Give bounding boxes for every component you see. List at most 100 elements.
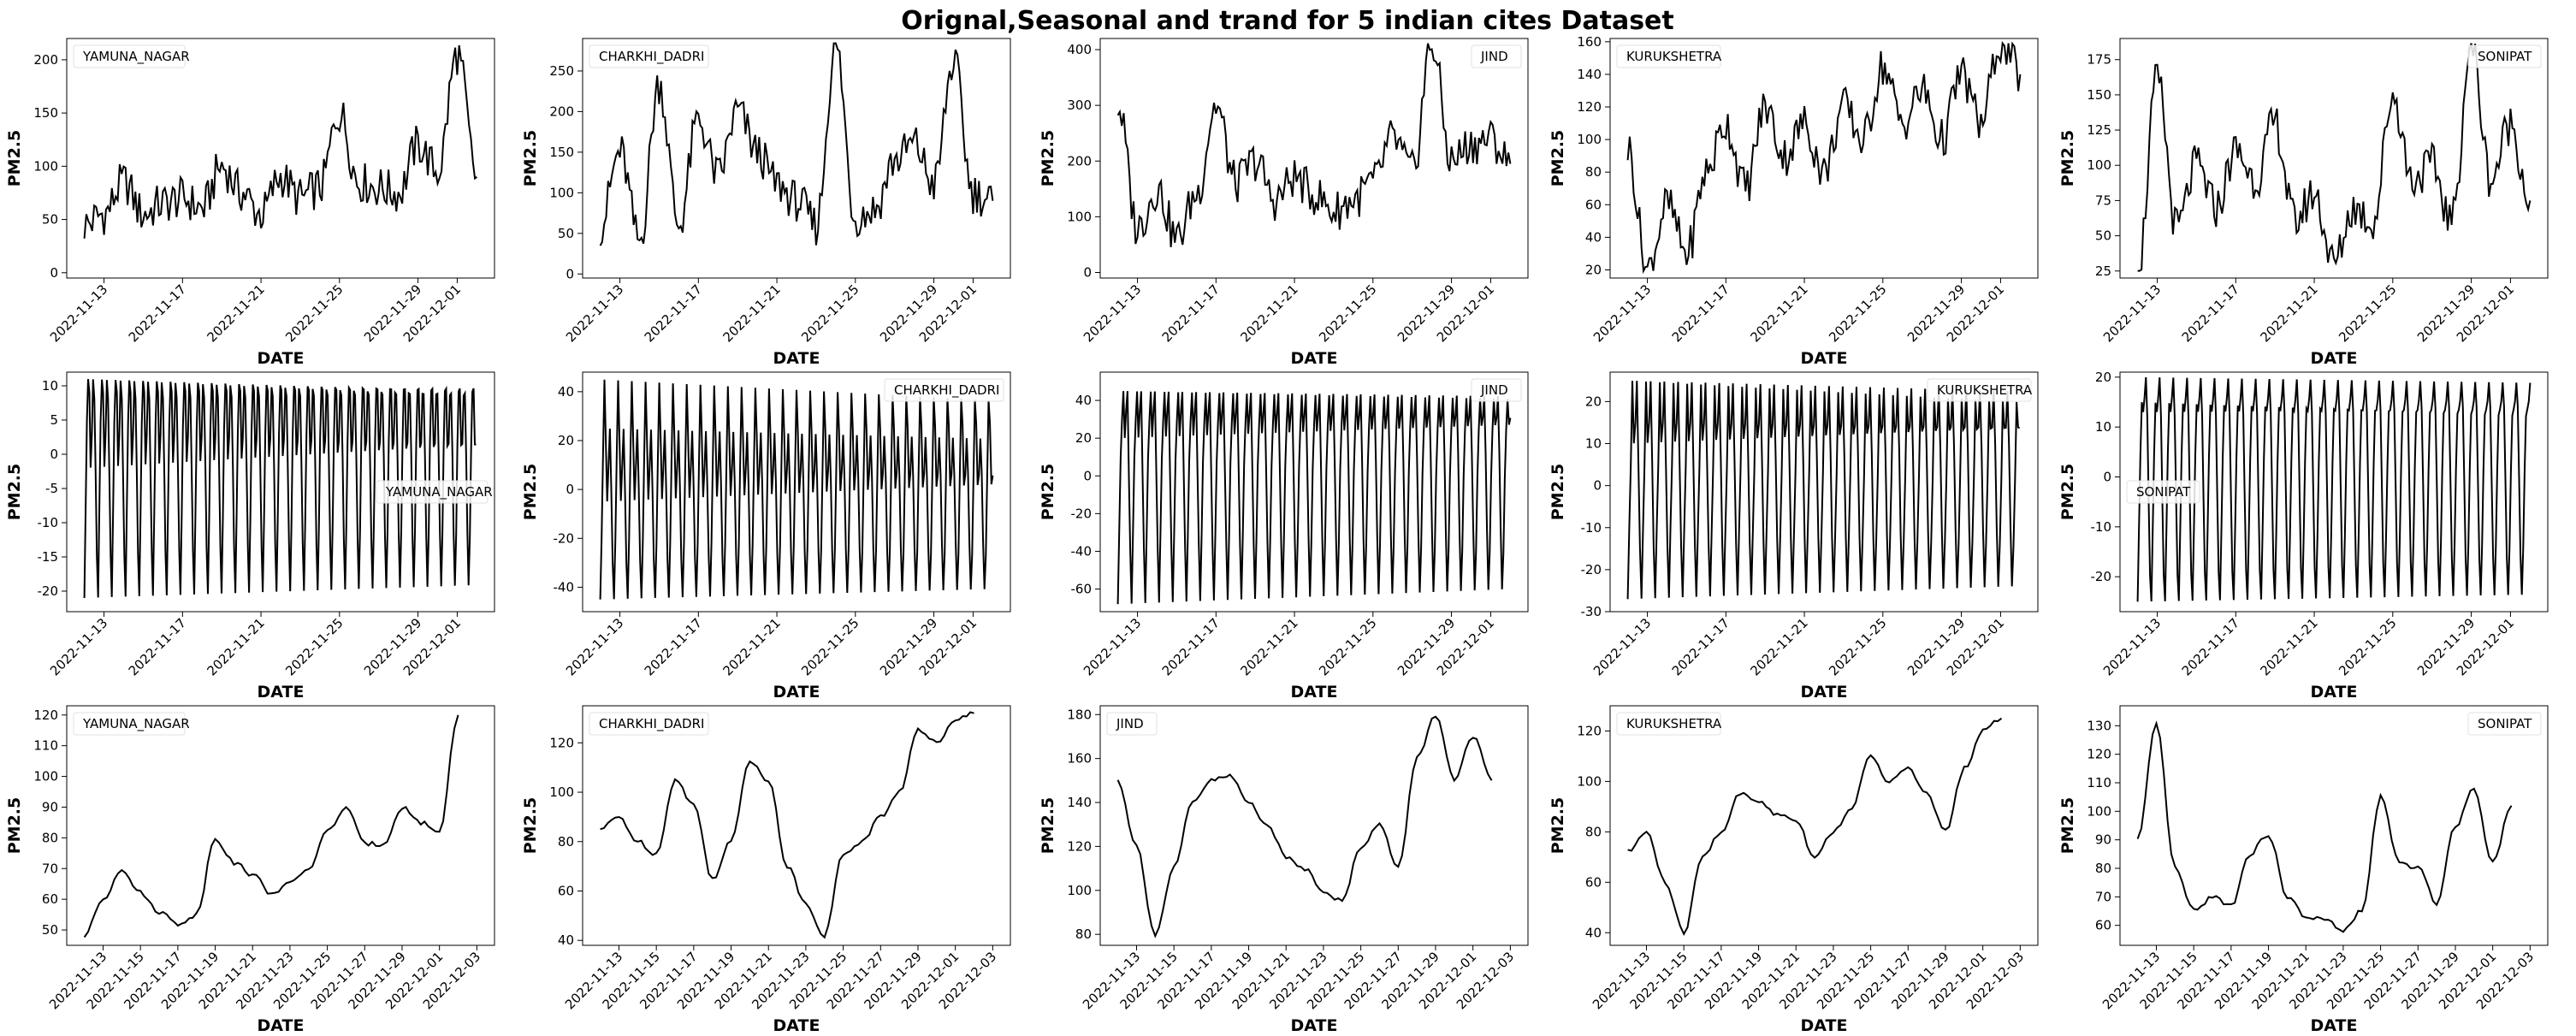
x-tick-label: 2022-11-13 (1081, 281, 1144, 345)
x-tick-label: 2022-11-13 (563, 281, 626, 345)
chart-panel-1-3: -30 -20 -10 0 10 20 2022-11-13 2022-11-17 2022-1… (1549, 371, 2039, 702)
axes-frame (1099, 705, 1529, 946)
axes-frame (66, 705, 495, 946)
axes-frame (1099, 371, 1529, 613)
x-tick-label: 2022-11-25 (282, 281, 346, 345)
legend-label: CHARKHI_DADRI (894, 382, 999, 399)
y-axis-label: PM2.5 (521, 797, 540, 855)
y-tick-label: 20 (1075, 430, 1092, 446)
chart-panel-2-0: 50607080901001101202022-11-132022-11-152… (5, 705, 495, 1035)
y-tick-label: -40 (554, 579, 575, 595)
y-tick-label: 100 (549, 185, 574, 200)
y-tick-label: 110 (2087, 775, 2111, 790)
y-axis-label: PM2.5 (5, 464, 24, 521)
y-tick-label: 120 (2087, 747, 2111, 762)
x-tick-label: 2022-11-21 (204, 615, 268, 678)
legend-box (376, 480, 489, 504)
legend-box (73, 712, 186, 736)
axes-frame (1609, 38, 2039, 279)
x-axis-label: DATE (1291, 349, 1338, 368)
y-tick-label: -20 (2091, 569, 2112, 584)
y-tick-label: 70 (42, 861, 58, 876)
x-axis-label: DATE (258, 683, 305, 702)
y-tick-label: 100 (2087, 803, 2111, 819)
x-tick-label: 2022-11-25 (2336, 281, 2399, 345)
x-tick-label: 2022-11-25 (1826, 281, 1889, 345)
series-line (83, 379, 477, 599)
x-tick-label: 2022-11-17 (2179, 281, 2242, 345)
y-tick-label: 80 (558, 834, 574, 850)
y-tick-label: 160 (1067, 751, 1092, 767)
x-axis-label: DATE (1801, 349, 1848, 368)
y-tick-label: 140 (1577, 67, 1602, 82)
y-axis-label: PM2.5 (521, 464, 540, 521)
x-tick-label: 2022-11-17 (126, 281, 189, 345)
legend-label: YAMUNA_NAGAR (82, 49, 190, 65)
x-tick-label: 2022-11-25 (282, 615, 346, 678)
x-tick-label: 2022-11-21 (1748, 615, 1811, 678)
x-tick-label: 2022-11-17 (2179, 615, 2242, 678)
y-tick-label: -40 (1071, 543, 1093, 559)
x-axis-label: DATE (1801, 1016, 1848, 1035)
series-line (600, 711, 974, 939)
x-tick-label: 2022-11-13 (47, 615, 110, 678)
x-tick-label: 2022-11-13 (2100, 281, 2164, 345)
legend-label: KURUKSHETRA (1937, 382, 2033, 398)
x-tick-label: 2022-11-21 (1748, 281, 1811, 345)
legend-label: YAMUNA_NAGAR (82, 716, 190, 732)
y-tick-label: 40 (1585, 925, 1602, 940)
y-tick-label: 400 (1067, 42, 1092, 57)
x-axis-label: DATE (2311, 349, 2358, 368)
axes-frame (1099, 38, 1529, 279)
y-axis-label: PM2.5 (1549, 130, 1567, 187)
y-tick-label: 40 (1075, 393, 1092, 408)
y-tick-label: 150 (33, 105, 58, 121)
y-tick-label: 20 (1585, 262, 1602, 277)
y-tick-label: 120 (1067, 838, 1092, 854)
chart-panel-2-3: 4060801001202022-11-132022-11-152022-11-… (1549, 705, 2039, 1035)
y-tick-label: 250 (549, 63, 574, 79)
y-tick-label: 0 (1083, 468, 1092, 483)
y-tick-label: 200 (1067, 153, 1092, 169)
x-tick-label: 2022-11-17 (1159, 281, 1223, 345)
legend-label: KURUKSHETRA (1626, 49, 1722, 64)
x-axis-label: DATE (258, 349, 305, 368)
y-tick-label: 90 (2095, 832, 2111, 848)
y-tick-label: 200 (549, 104, 574, 119)
x-tick-label: 2022-11-17 (1159, 615, 1223, 678)
y-axis-label: PM2.5 (1549, 797, 1567, 855)
series-line (83, 714, 459, 938)
y-tick-label: 100 (33, 769, 58, 784)
legend-label: SONIPAT (2478, 716, 2532, 731)
x-tick-label: 2022-11-25 (2336, 615, 2399, 678)
legend-box (589, 44, 709, 68)
y-tick-label: 60 (2095, 918, 2111, 933)
series-line (599, 42, 994, 246)
y-tick-label: 40 (558, 932, 574, 948)
y-tick-label: 110 (33, 738, 58, 754)
x-tick-label: 2022-11-21 (1238, 615, 1301, 678)
y-tick-label: -5 (45, 481, 58, 496)
x-tick-label: 2022-11-17 (642, 615, 705, 678)
x-tick-label: 2022-11-25 (1316, 281, 1379, 345)
y-axis-label: PM2.5 (5, 130, 24, 187)
legend-box (884, 378, 1004, 402)
axes-frame (66, 38, 495, 279)
y-tick-label: 120 (1577, 723, 1602, 738)
legend-label: JIND (1480, 49, 1508, 64)
y-tick-label: 10 (42, 378, 58, 394)
x-tick-label: 2022-11-13 (47, 281, 110, 345)
axes-frame (1609, 371, 2039, 613)
y-tick-label: 0 (566, 266, 574, 281)
y-tick-label: 180 (1067, 707, 1092, 722)
y-tick-label: 50 (42, 922, 58, 938)
legend-label: KURUKSHETRA (1626, 716, 1722, 731)
chart-panel-0-4: 25 50 75 100 125 150 175 2022-11-13 2022-11-17 20… (2058, 38, 2549, 368)
y-tick-label: 120 (549, 735, 574, 750)
figure-title: Orignal,Seasonal and trand for 5 indian … (901, 6, 1674, 36)
y-tick-label: 40 (1585, 229, 1602, 245)
